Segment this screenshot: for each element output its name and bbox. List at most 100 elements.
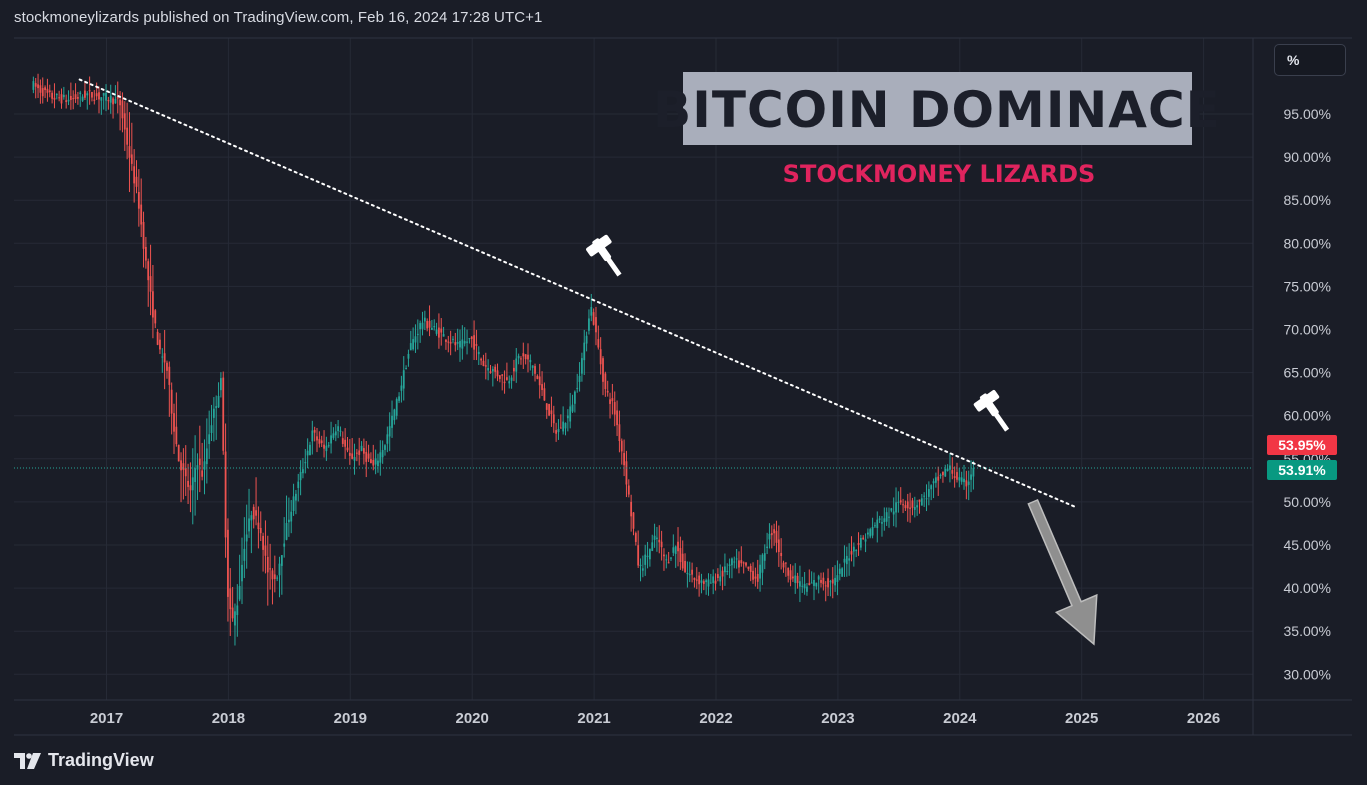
candle-body [219,378,222,391]
candle-body [295,493,297,501]
candle-body [130,154,133,164]
candle-body [843,558,846,563]
candle-body [238,585,241,600]
candle-body [423,317,426,322]
candle-body [799,581,801,587]
candle-body [341,438,344,444]
candle-body [651,542,654,551]
percent-scale-button[interactable]: % [1274,44,1346,76]
candle-body [754,576,757,579]
candle-body [149,276,152,292]
candle-body [196,465,199,470]
candle-body [658,539,661,543]
candle-body [918,499,921,502]
candle-body [562,421,565,432]
candle-body [859,537,862,548]
candle-body [829,581,832,583]
candle-body [817,576,820,580]
tradingview-brand[interactable]: TradingView [14,750,154,771]
candle-body [855,550,858,552]
candle-body [215,406,218,409]
gavel-markers [586,234,1010,432]
candle-body [963,478,965,483]
candle-body [848,558,851,561]
candle-body [531,365,534,368]
candle-body [177,444,180,462]
candlestick-series [32,73,975,646]
candle-body [625,461,628,485]
candle-body [184,467,187,477]
candle-body [346,447,349,451]
candle-body [672,547,675,553]
candle-body [501,374,504,376]
candle-body [358,450,361,455]
candle-body [212,408,215,418]
candle-body [927,489,930,497]
candle-body [581,358,583,374]
x-tick-label: 2021 [577,710,610,727]
candle-body [508,381,511,384]
candle-body [46,88,49,93]
y-tick-label: 50.00% [1284,494,1331,510]
candle-body [740,560,743,564]
candle-body [803,583,806,589]
candle-body [250,515,253,521]
candle-body [953,476,956,478]
candle-body [140,204,143,225]
candle-body [123,113,126,130]
candle-body [505,377,508,380]
candle-body [520,358,522,360]
candle-body [716,574,719,579]
candle-body [381,450,384,458]
candle-body [735,558,738,560]
y-tick-label: 65.00% [1284,365,1331,381]
trendline-path [78,78,1077,509]
candle-body [670,557,672,559]
candle-body [749,565,752,572]
candle-body [313,429,316,433]
x-tick-label: 2024 [943,710,977,727]
candle-body [95,93,98,97]
candle-body [32,81,35,90]
candle-body [759,564,761,579]
candle-body [39,85,42,93]
candle-body [400,385,403,391]
candle-body [841,568,844,577]
axis-borders [14,37,1352,736]
price-label-lower: 53.91% [1267,460,1337,480]
candle-body [290,511,293,522]
candle-body [806,586,808,592]
candle-body [503,381,506,384]
candle-body [731,558,733,566]
candle-body [210,425,213,434]
candle-body [529,360,532,363]
candle-body [679,548,682,562]
candle-body [543,388,546,401]
candle-body [620,440,623,452]
candle-body [62,94,65,98]
candle-body [133,166,136,184]
candle-body [466,341,468,343]
candle-body [463,341,466,344]
candle-body [355,452,358,454]
candle-body [632,512,635,529]
candle-body [337,426,340,432]
candle-body [430,327,433,330]
candle-body [205,448,208,465]
candle-body [777,539,780,553]
candle-body [55,94,58,96]
candle-body [468,338,471,340]
candle-body [857,543,860,545]
candle-body [395,399,398,416]
candle-body [899,500,902,503]
candle-body [182,463,185,470]
candle-body [698,575,701,585]
candle-body [700,580,703,583]
candle-body [721,570,724,577]
candle-body [142,221,145,249]
candle-body [426,321,429,329]
candle-body [60,94,63,104]
candle-body [316,436,318,441]
candle-body [569,406,572,422]
